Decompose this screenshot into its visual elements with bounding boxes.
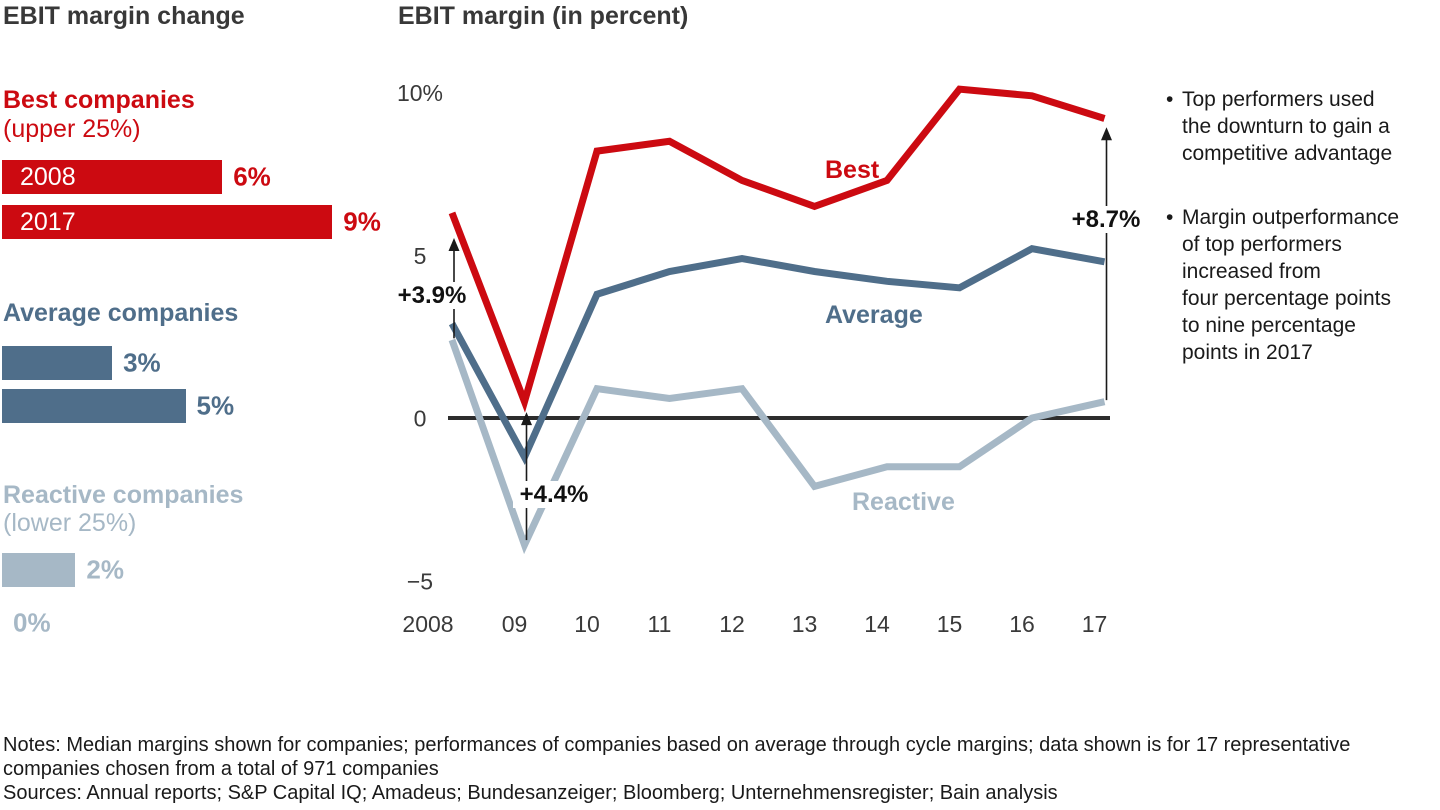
annotation-label-bg (1065, 206, 1147, 233)
annotation-label: +3.9% (398, 282, 467, 309)
insights-list: Top performers used the downturn to gain… (1160, 86, 1440, 366)
bar-best-2017: 2017 (2, 205, 333, 239)
annotation-arrowhead (448, 238, 460, 251)
annotation-label-bg (391, 282, 473, 309)
bar-value-label: 2% (86, 554, 124, 585)
y-axis-ticks: 10% 5 0 −5 (397, 80, 443, 594)
bar-row-reactive-2008: 2% (2, 553, 124, 587)
gap-annotations: +3.9% +4.4% +8.7% (391, 127, 1147, 541)
bar-row-best-2017: 2017 9% (2, 205, 381, 239)
bar-average-2017 (2, 389, 186, 423)
insights-panel: Top performers used the downturn to gain… (1160, 86, 1440, 366)
average-series-label: Average (825, 301, 923, 329)
line-chart-title: EBIT margin (in percent) (398, 2, 689, 30)
x-axis-label-2008: 2008 (402, 611, 453, 637)
best-group-qualifier: (upper 25%) (3, 115, 141, 143)
average-group-heading: Average companies (3, 299, 239, 327)
bar-value-label: 3% (123, 347, 161, 378)
annotation-label-bg (513, 481, 595, 508)
bar-average-2008 (2, 346, 113, 380)
line-chart: 10% 5 0 −5 2008 09 10 11 12 13 14 15 16 17 +3.9% +4.4… (391, 80, 1147, 637)
bar-row-best-2008: 2008 6% (2, 160, 271, 194)
x-axis-label-13: 13 (792, 611, 818, 637)
bar-row-average-2008: 3% (2, 346, 161, 380)
x-axis-label-14: 14 (864, 611, 890, 637)
x-axis-label-11: 11 (648, 611, 672, 637)
y-tick-label: 5 (414, 243, 427, 269)
bar-best-2008: 2008 (2, 160, 223, 194)
x-axis-label-12: 12 (719, 611, 745, 637)
reactive-group-heading: Reactive companies (3, 481, 244, 509)
insight-bullet: Top performers used the downturn to gain… (1160, 86, 1440, 167)
bar-year-label: 2008 (20, 162, 76, 191)
insight-bullet: Margin outperformance of top performers … (1160, 204, 1440, 366)
footnotes: Notes: Median margins shown for companie… (3, 734, 1351, 804)
annotation-label: +4.4% (520, 481, 589, 508)
best-line (448, 85, 1106, 413)
reactive-group-qualifier: (lower 25%) (3, 509, 137, 537)
bar-reactive-2008 (2, 553, 76, 587)
bar-value-label: 0% (13, 607, 51, 638)
bar-value-label: 6% (233, 161, 271, 192)
x-axis-label-15: 15 (937, 611, 963, 637)
bar-row-average-2017: 5% (2, 389, 234, 423)
y-tick-label: 0 (414, 406, 427, 432)
x-axis-label-16: 16 (1009, 611, 1035, 637)
bar-value-label: 9% (343, 206, 381, 237)
best-series-label: Best (825, 156, 880, 184)
annotation-arrowhead (521, 412, 532, 426)
y-tick-label: −5 (407, 568, 433, 594)
x-axis-labels: 2008 09 10 11 12 13 14 15 16 17 (402, 611, 1107, 637)
bar-year-label: 2017 (20, 207, 76, 236)
reactive-series-label: Reactive (852, 488, 955, 516)
y-tick-label: 10% (397, 80, 443, 106)
x-axis-label-09: 09 (502, 611, 528, 637)
best-group-heading: Best companies (3, 86, 195, 114)
average-line (448, 245, 1106, 466)
reactive-line (448, 338, 1106, 555)
annotation-arrowhead (1101, 127, 1112, 141)
bar-value-label: 5% (196, 390, 235, 421)
left-panel-title: EBIT margin change (3, 2, 245, 30)
x-axis-label-10: 10 (574, 611, 600, 637)
x-axis-label-17: 17 (1082, 611, 1108, 637)
annotation-label: +8.7% (1072, 206, 1141, 233)
